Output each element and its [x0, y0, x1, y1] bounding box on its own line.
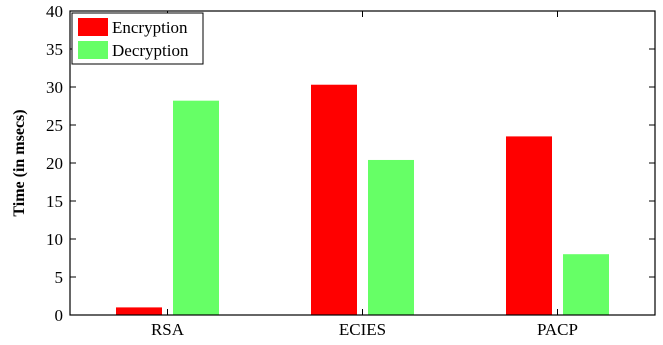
- bars-layer: [116, 84, 609, 316]
- y-tick-label: 20: [46, 154, 63, 173]
- y-tick-label: 30: [46, 78, 63, 97]
- legend-label-decryption: Decryption: [112, 41, 189, 60]
- legend-swatch-encryption: [78, 18, 108, 36]
- y-tick-label: 10: [46, 230, 63, 249]
- x-tick-label: RSA: [151, 320, 185, 339]
- y-axis-ticks: 0 5 10 15 20 25 30 35 40: [46, 2, 655, 325]
- bar-decryption-ecies: [368, 159, 414, 315]
- bar-decryption-pacp: [563, 254, 609, 315]
- bar-decryption-rsa: [173, 100, 219, 316]
- y-tick-label: 0: [55, 306, 64, 325]
- bar-encryption-ecies: [311, 84, 357, 315]
- bar-encryption-pacp: [506, 136, 552, 315]
- y-tick-label: 35: [46, 40, 63, 59]
- x-tick-label: PACP: [537, 320, 578, 339]
- legend-swatch-decryption: [78, 41, 108, 59]
- y-tick-label: 15: [46, 192, 63, 211]
- legend-label-encryption: Encryption: [112, 18, 188, 37]
- y-tick-label: 5: [55, 268, 64, 287]
- x-tick-label: ECIES: [339, 320, 386, 339]
- y-tick-label: 40: [46, 2, 63, 21]
- y-tick-label: 25: [46, 116, 63, 135]
- y-axis-label: Time (in msecs): [11, 109, 28, 216]
- bar-encryption-rsa: [116, 307, 162, 315]
- x-axis-ticks: RSA ECIES PACP: [151, 11, 578, 339]
- legend: Encryption Decryption: [71, 12, 204, 65]
